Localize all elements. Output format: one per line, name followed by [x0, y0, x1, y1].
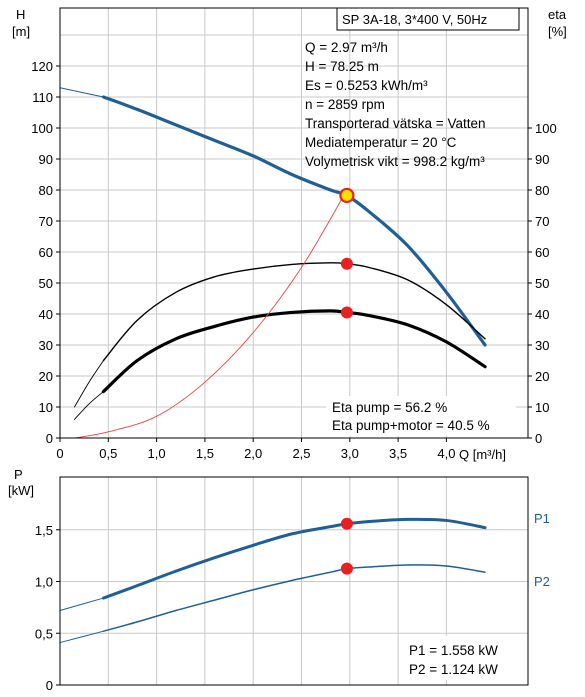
eta-total-curve-extension: [74, 391, 104, 420]
x-tick-label: 4,0: [437, 446, 455, 461]
y2-tick-label: 90: [535, 152, 549, 167]
y-tick-label: 80: [39, 183, 53, 198]
y-tick-label: 0: [46, 431, 53, 446]
head-curve-extension: [59, 87, 104, 98]
duty-point-p2-marker: [340, 562, 353, 575]
info-liquid: Transporterad vätska = Vatten: [305, 116, 485, 131]
x-tick-label: 3,0: [341, 446, 359, 461]
power-y-tick-label: 0: [46, 678, 53, 693]
y-tick-label: 90: [39, 152, 53, 167]
power-info-bg: [404, 636, 516, 680]
y-axis-title: H: [16, 7, 25, 22]
chart-frames: [59, 7, 529, 686]
y-tick-label: 110: [32, 90, 53, 105]
y-tick-label: 30: [39, 338, 53, 353]
info-energy: Es = 0.5253 kWh/m³: [305, 78, 428, 93]
y2-tick-label: 40: [535, 307, 549, 322]
chart-title-box: [336, 7, 520, 31]
duty-point-eta-pump-marker: [340, 257, 353, 270]
info-temperature: Mediatemperatur = 20 °C: [305, 135, 457, 150]
eta-total-curve: [101, 309, 487, 394]
y2-tick-label: 60: [535, 245, 549, 260]
p2-curve-extension: [59, 630, 104, 644]
y-axis-unit: [m]: [12, 24, 30, 39]
p1-series-label: P1: [534, 511, 550, 526]
p2-readout: P2 = 1.124 kW: [409, 662, 498, 677]
eta-pump-curve-extension: [74, 360, 104, 408]
info-flow: Q = 2.97 m³/h: [305, 40, 388, 55]
duty-point-p1-marker: [340, 517, 353, 530]
p1-readout: P1 = 1.558 kW: [409, 643, 498, 658]
duty-point-head-marker: [339, 187, 355, 204]
eta-pump-readout: Eta pump = 56.2 %: [332, 400, 447, 415]
top-chart-frame: [59, 7, 529, 439]
chart-title: SP 3A-18, 3*400 V, 50Hz: [342, 12, 487, 27]
y2-tick-label: 70: [535, 214, 549, 229]
y2-tick-label: 50: [535, 276, 549, 291]
p1-curve: [101, 517, 487, 600]
duty-point-markers: [339, 187, 355, 575]
axis-tick-labels: 0 0,5 1,0 1,5 2,0 2,5 3,0 3,5 4,0 0 10 20 30 40 50 60 70…: [31, 59, 556, 693]
y-tick-label: 10: [39, 400, 53, 415]
y2-axis-unit: [%]: [548, 24, 567, 39]
x-tick-label: 3,5: [389, 446, 407, 461]
y-tick-label: 50: [39, 276, 53, 291]
y2-axis-title: eta: [548, 7, 567, 22]
system-curve: [74, 189, 348, 439]
y2-tick-label: 80: [535, 183, 549, 198]
info-density: Volymetrisk vikt = 998.2 kg/m³: [305, 154, 485, 169]
power-y-tick-label: 1,5: [35, 523, 53, 538]
x-tick-label: 1,0: [148, 446, 166, 461]
x-tick-label: 1,5: [196, 446, 214, 461]
y2-tick-label: 20: [535, 369, 549, 384]
y2-tick-label: 30: [535, 338, 549, 353]
duty-point-eta-total-marker: [340, 306, 353, 319]
info-speed: n = 2859 rpm: [305, 97, 385, 112]
x-axis-title: Q [m³/h]: [459, 447, 506, 462]
head-curve: [101, 95, 487, 347]
p1-curve-extension: [59, 597, 104, 611]
x-tick-label: 0: [56, 446, 63, 461]
bottom-chart-curves: [59, 517, 487, 644]
y-tick-label: 60: [39, 245, 53, 260]
y2-tick-label: 0: [535, 431, 542, 446]
x-tick-label: 2,0: [244, 446, 262, 461]
y-tick-label: 40: [39, 307, 53, 322]
y-tick-label: 100: [31, 121, 53, 136]
duty-point-info: Q = 2.97 m³/h H = 78.25 m Es = 0.5253 kW…: [305, 40, 485, 169]
eta-info-bg: [326, 396, 516, 436]
power-axis-title: P: [14, 467, 23, 482]
top-chart-curves: [59, 87, 487, 439]
x-tick-label: 0,5: [99, 446, 117, 461]
p2-series-label: P2: [534, 574, 550, 589]
x-tick-label: 2,5: [292, 446, 310, 461]
eta-pump-curve: [102, 262, 486, 362]
y-tick-label: 20: [39, 369, 53, 384]
y-tick-label: 120: [31, 59, 53, 74]
y2-tick-label: 10: [535, 400, 549, 415]
power-y-tick-label: 1,0: [35, 575, 53, 590]
top-chart-grid: [60, 8, 528, 438]
y-tick-label: 70: [39, 214, 53, 229]
power-axis-unit: [kW]: [8, 483, 34, 498]
power-y-tick-label: 0,5: [35, 626, 53, 641]
info-head: H = 78.25 m: [305, 59, 379, 74]
p2-curve: [102, 564, 486, 632]
y2-tick-label: 100: [535, 121, 557, 136]
eta-total-readout: Eta pump+motor = 40.5 %: [332, 418, 490, 433]
